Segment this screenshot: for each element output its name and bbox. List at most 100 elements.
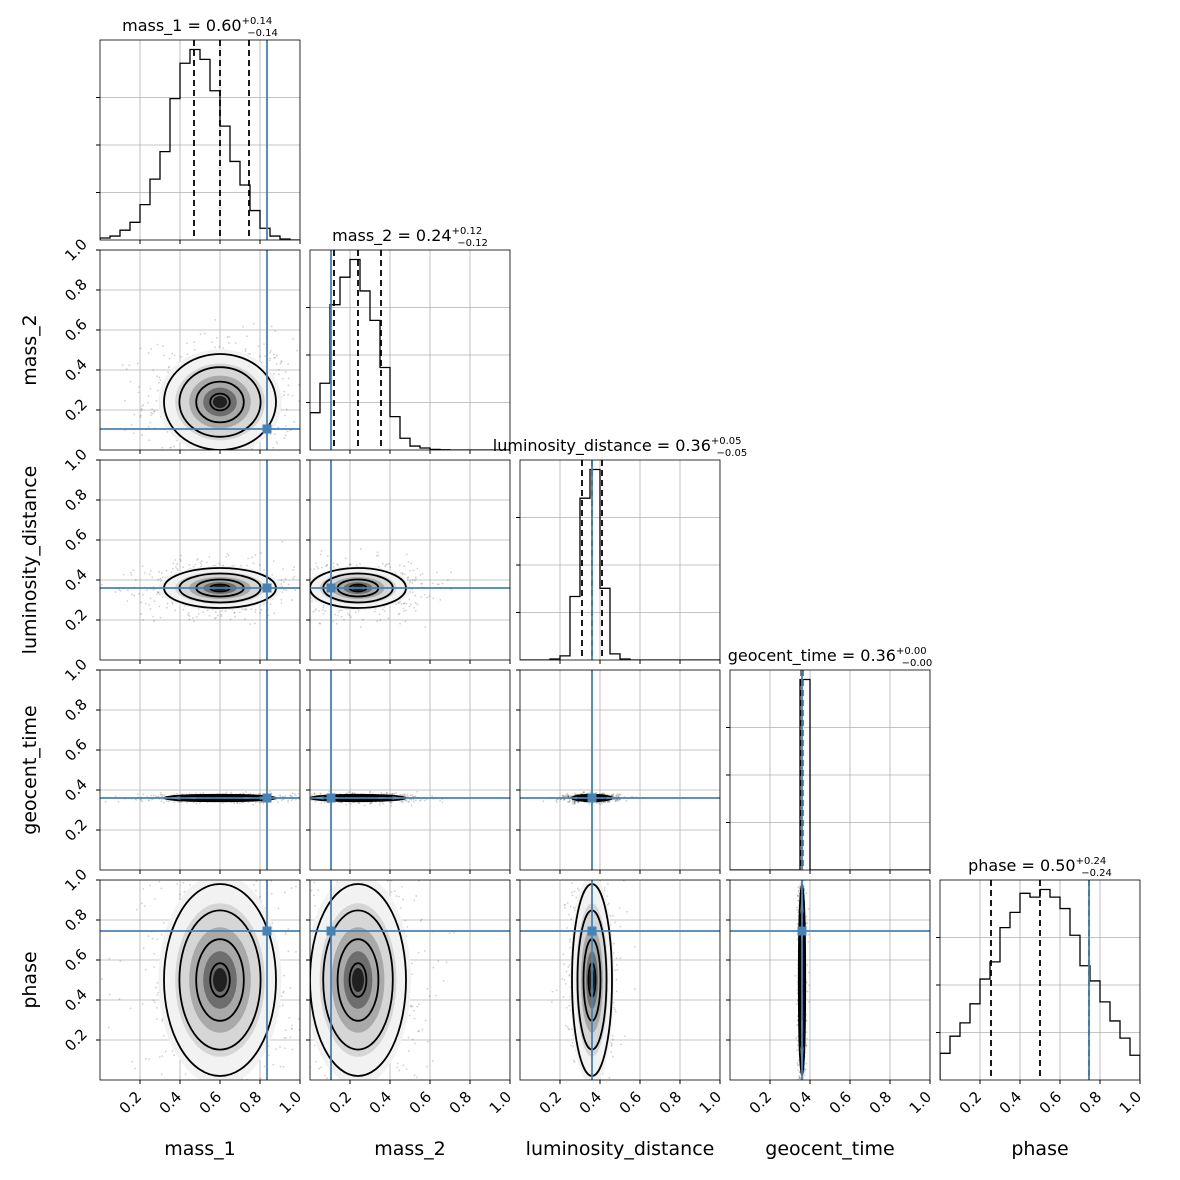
sample-point bbox=[319, 622, 322, 625]
sample-point bbox=[254, 608, 257, 611]
sample-point bbox=[303, 579, 305, 581]
sample-point bbox=[221, 610, 223, 613]
sample-point bbox=[293, 607, 295, 609]
sample-point bbox=[224, 610, 227, 612]
sample-point bbox=[141, 565, 144, 568]
sample-point bbox=[194, 455, 196, 457]
sample-point bbox=[419, 799, 422, 802]
sample-point bbox=[603, 801, 606, 804]
sample-point bbox=[562, 798, 565, 801]
sample-point bbox=[291, 1156, 293, 1158]
sample-point bbox=[247, 353, 250, 356]
sample-point bbox=[270, 325, 273, 328]
sample-point bbox=[301, 610, 303, 612]
sample-point bbox=[150, 414, 152, 417]
sample-point bbox=[228, 342, 230, 344]
sample-point bbox=[606, 801, 609, 804]
sample-point bbox=[297, 585, 299, 587]
sample-point bbox=[297, 591, 299, 593]
sample-point bbox=[117, 800, 120, 803]
sample-point bbox=[155, 795, 157, 798]
sample-point bbox=[294, 1155, 296, 1157]
sample-point bbox=[272, 560, 275, 563]
sample-point bbox=[166, 430, 169, 433]
sample-point bbox=[384, 565, 387, 568]
sample-point bbox=[130, 573, 133, 576]
sample-point bbox=[349, 803, 352, 805]
panel-title-geocent_time: geocent_time = 0.36+0.00 −0.00 bbox=[728, 646, 933, 669]
sample-point bbox=[196, 559, 198, 561]
sample-point bbox=[284, 434, 287, 437]
sample-point bbox=[304, 596, 306, 598]
sample-point bbox=[399, 622, 401, 625]
sample-point bbox=[160, 800, 163, 803]
sample-point bbox=[414, 602, 417, 604]
sample-point bbox=[149, 597, 152, 600]
sample-point bbox=[386, 563, 389, 566]
sample-point bbox=[606, 800, 609, 803]
sample-point bbox=[562, 795, 565, 797]
sample-point bbox=[281, 585, 284, 588]
sample-point bbox=[148, 604, 150, 607]
sample-point bbox=[158, 570, 161, 573]
sample-point bbox=[369, 790, 371, 793]
sample-point bbox=[159, 791, 162, 794]
sample-point bbox=[132, 569, 135, 572]
sample-point bbox=[156, 1006, 158, 1009]
sample-point bbox=[268, 359, 271, 362]
sample-point bbox=[199, 333, 202, 336]
sample-point bbox=[287, 377, 290, 380]
sample-point bbox=[199, 561, 202, 564]
sample-point bbox=[145, 1057, 148, 1060]
sample-point bbox=[206, 609, 209, 612]
sample-point bbox=[178, 800, 181, 803]
sample-point bbox=[261, 612, 263, 614]
sample-point bbox=[245, 791, 247, 793]
sample-point bbox=[184, 483, 186, 485]
sample-point bbox=[321, 609, 324, 611]
sample-point bbox=[377, 554, 380, 557]
sample-point bbox=[280, 361, 283, 363]
sample-point bbox=[302, 592, 304, 594]
sample-point bbox=[421, 582, 423, 585]
sample-point bbox=[227, 554, 230, 557]
sample-point bbox=[323, 801, 326, 804]
sample-point bbox=[403, 609, 406, 612]
sample-point bbox=[582, 791, 585, 793]
sample-point bbox=[159, 793, 162, 796]
sample-point bbox=[201, 560, 203, 563]
sample-point bbox=[193, 341, 196, 343]
sample-point bbox=[573, 800, 576, 803]
panel-frame bbox=[309, 669, 511, 871]
sample-point bbox=[566, 795, 569, 798]
sample-point bbox=[220, 613, 223, 616]
sample-point bbox=[234, 615, 237, 618]
sample-point bbox=[268, 1098, 270, 1100]
y-tick-label: 1.0 bbox=[61, 235, 91, 265]
sample-point bbox=[188, 614, 191, 617]
sample-point bbox=[273, 433, 276, 436]
sample-point bbox=[196, 453, 198, 455]
sample-point bbox=[265, 451, 267, 453]
sample-point bbox=[149, 421, 152, 424]
sample-point bbox=[573, 802, 576, 805]
y-tick-label: 0.2 bbox=[61, 395, 91, 425]
sample-point bbox=[412, 569, 415, 572]
sample-point bbox=[161, 446, 164, 449]
sample-point bbox=[180, 355, 183, 358]
sample-point bbox=[179, 458, 181, 460]
sample-point bbox=[166, 602, 169, 605]
sample-point bbox=[325, 438, 327, 440]
sample-point bbox=[573, 792, 576, 795]
sample-point bbox=[284, 424, 287, 427]
sample-point bbox=[143, 571, 146, 574]
sample-point bbox=[289, 1036, 292, 1039]
sample-point bbox=[301, 584, 303, 586]
y-tick-label: 0.4 bbox=[61, 355, 91, 385]
sample-point bbox=[167, 371, 169, 373]
sample-point bbox=[184, 1073, 187, 1076]
sample-point bbox=[284, 795, 287, 797]
sample-point bbox=[177, 465, 179, 467]
sample-point bbox=[272, 353, 275, 356]
sample-point bbox=[371, 792, 374, 795]
